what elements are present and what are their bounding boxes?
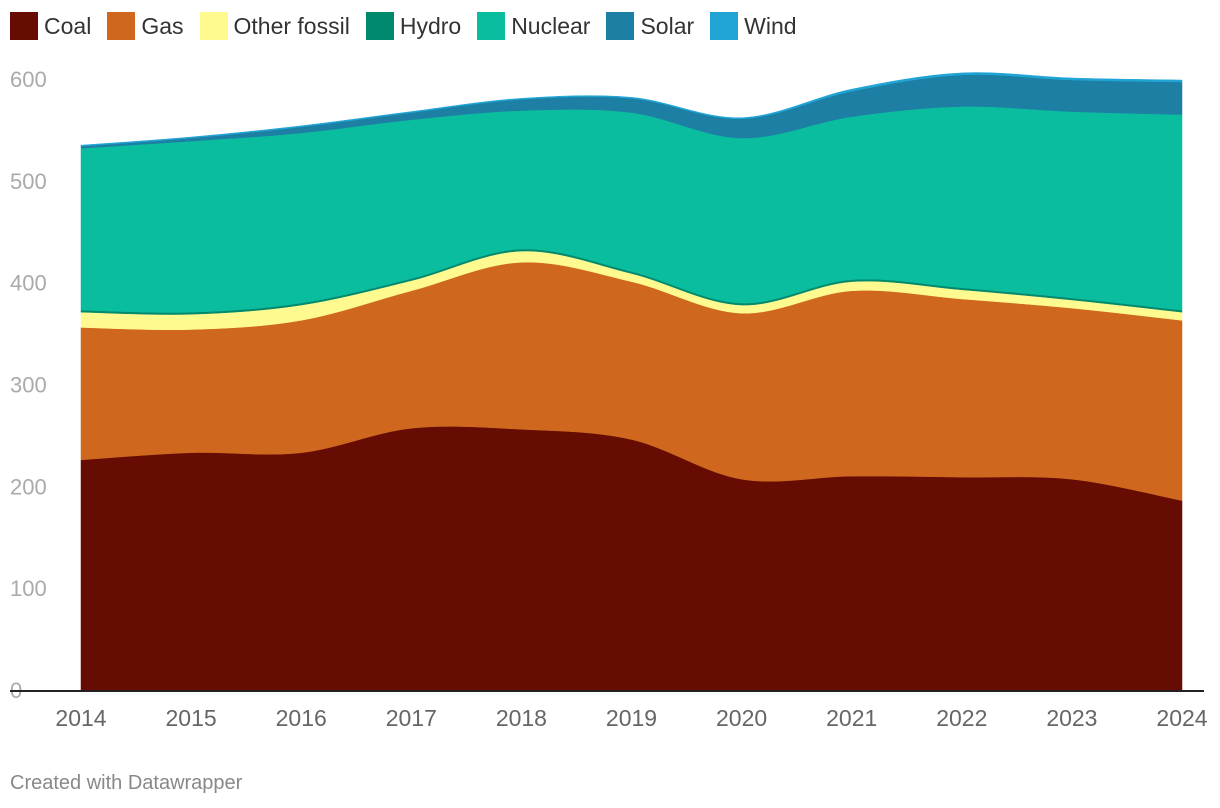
legend-label: Gas (141, 12, 184, 39)
x-tick-label: 2019 (606, 705, 657, 731)
x-tick-label: 2018 (496, 705, 547, 731)
x-tick-label: 2017 (386, 705, 437, 731)
legend-swatch (199, 12, 228, 40)
x-tick-label: 2015 (166, 705, 217, 731)
x-tick-label: 2021 (826, 705, 877, 731)
x-tick-label: 2023 (1046, 705, 1097, 731)
x-tick-label: 2024 (1156, 705, 1207, 731)
x-tick-label: 2020 (716, 705, 767, 731)
legend-swatch (606, 12, 635, 40)
x-tick-label: 2016 (276, 705, 327, 731)
chart-legend: Coal Gas Other fossil Hydro Nuclear Solar Wind (10, 12, 813, 40)
legend-label: Wind (744, 12, 797, 39)
y-tick-label: 200 (10, 474, 47, 499)
x-tick-label: 2022 (936, 705, 987, 731)
legend-item-coal: Coal (10, 12, 91, 40)
legend-item-wind: Wind (710, 12, 797, 40)
y-tick-label: 300 (10, 373, 47, 398)
legend-label: Nuclear (511, 12, 591, 39)
legend-label: Coal (44, 12, 92, 39)
legend-item-other-fossil: Other fossil (199, 12, 350, 40)
y-tick-label: 400 (10, 271, 47, 296)
legend-item-hydro: Hydro (365, 12, 462, 40)
legend-item-gas: Gas (107, 12, 184, 40)
y-tick-label: 500 (10, 169, 47, 194)
legend-swatch (477, 12, 506, 40)
legend-item-solar: Solar (606, 12, 694, 40)
y-tick-label: 600 (10, 67, 47, 92)
area-wind (80, 72, 1183, 147)
legend-swatch (710, 12, 739, 40)
legend-swatch (10, 12, 38, 40)
legend-swatch (365, 12, 394, 40)
legend-item-nuclear: Nuclear (477, 12, 590, 40)
legend-label: Hydro (399, 12, 462, 39)
legend-label: Solar (640, 12, 695, 39)
legend-swatch (107, 12, 136, 40)
legend-label: Other fossil (233, 12, 350, 39)
y-tick-label: 100 (10, 576, 47, 601)
credit-text: Created with Datawrapper (10, 772, 243, 794)
x-tick-label: 2014 (55, 705, 106, 731)
